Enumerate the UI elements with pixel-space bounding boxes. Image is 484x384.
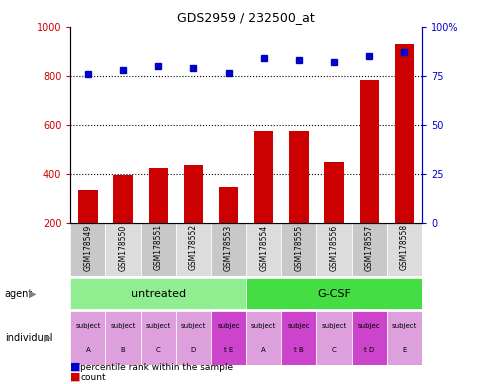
Text: ▶: ▶ <box>29 289 36 299</box>
Bar <box>70 311 105 365</box>
Text: A: A <box>261 347 266 353</box>
Text: GSM178549: GSM178549 <box>83 224 92 271</box>
Bar <box>386 311 421 365</box>
Bar <box>113 175 133 223</box>
Text: subject: subject <box>75 323 100 329</box>
Bar <box>105 311 140 365</box>
Bar <box>211 223 245 276</box>
Text: D: D <box>190 347 196 353</box>
Text: t B: t B <box>293 347 303 353</box>
Text: subjec: subjec <box>217 323 240 329</box>
Bar <box>211 311 245 365</box>
Text: t D: t D <box>363 347 374 353</box>
Bar <box>281 223 316 276</box>
Bar <box>78 190 97 223</box>
Text: GSM178551: GSM178551 <box>153 224 163 270</box>
Text: GSM178558: GSM178558 <box>399 224 408 270</box>
Bar <box>70 278 245 310</box>
Text: subject: subject <box>110 323 136 329</box>
Bar <box>254 131 273 223</box>
Bar <box>351 223 386 276</box>
Text: subjec: subjec <box>357 323 380 329</box>
Text: subject: subject <box>321 323 346 329</box>
Text: percentile rank within the sample: percentile rank within the sample <box>80 363 233 372</box>
Bar <box>175 311 211 365</box>
Bar <box>245 223 281 276</box>
Bar <box>394 44 413 223</box>
Text: subject: subject <box>145 323 170 329</box>
Bar <box>218 187 238 223</box>
Bar <box>281 311 316 365</box>
Bar <box>148 168 167 223</box>
Bar <box>70 223 105 276</box>
Bar <box>245 278 421 310</box>
Text: GSM178557: GSM178557 <box>364 224 373 271</box>
Bar <box>316 223 351 276</box>
Text: subject: subject <box>391 323 416 329</box>
Bar <box>105 223 140 276</box>
Text: GSM178553: GSM178553 <box>224 224 233 271</box>
Bar <box>288 131 308 223</box>
Text: GSM178556: GSM178556 <box>329 224 338 271</box>
Bar <box>351 311 386 365</box>
Bar <box>175 223 211 276</box>
Text: A: A <box>85 347 90 353</box>
Text: C: C <box>155 347 160 353</box>
Text: GSM178554: GSM178554 <box>258 224 268 271</box>
Text: subject: subject <box>251 323 276 329</box>
Bar <box>245 311 281 365</box>
Bar <box>140 311 175 365</box>
Text: G-CSF: G-CSF <box>317 289 350 299</box>
Text: C: C <box>331 347 336 353</box>
Text: subjec: subjec <box>287 323 310 329</box>
Text: t E: t E <box>224 347 233 353</box>
Text: count: count <box>80 373 106 382</box>
Bar <box>386 223 421 276</box>
Title: GDS2959 / 232500_at: GDS2959 / 232500_at <box>177 11 315 24</box>
Text: ■: ■ <box>70 372 81 382</box>
Text: GSM178555: GSM178555 <box>294 224 303 271</box>
Text: E: E <box>401 347 406 353</box>
Bar <box>359 79 378 223</box>
Text: individual: individual <box>5 333 52 343</box>
Text: agent: agent <box>5 289 33 299</box>
Text: GSM178552: GSM178552 <box>188 224 197 270</box>
Text: B: B <box>121 347 125 353</box>
Text: ▶: ▶ <box>44 333 51 343</box>
Text: untreated: untreated <box>130 289 185 299</box>
Bar <box>324 162 343 223</box>
Bar <box>140 223 175 276</box>
Bar <box>183 165 203 223</box>
Bar <box>316 311 351 365</box>
Text: subject: subject <box>181 323 206 329</box>
Text: GSM178550: GSM178550 <box>118 224 127 271</box>
Text: ■: ■ <box>70 362 81 372</box>
